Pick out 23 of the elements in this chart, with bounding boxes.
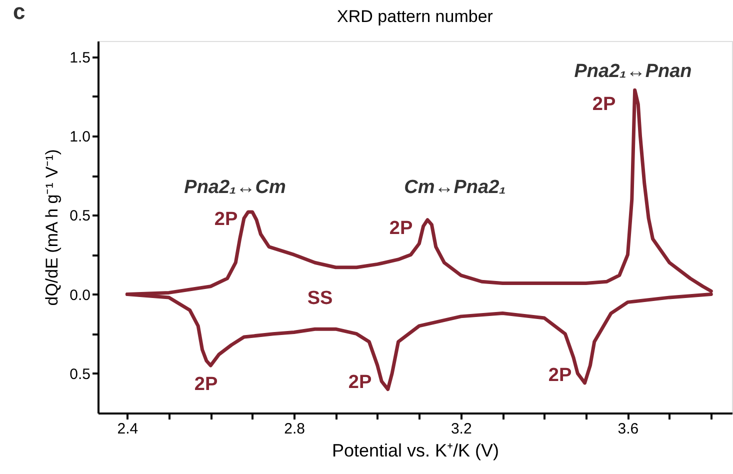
annotation: Pna2₁↔Cm — [184, 177, 286, 198]
x-tick-label: 2.4 — [117, 420, 138, 438]
text: c — [13, 0, 26, 24]
x-tick-label: 3.6 — [618, 420, 639, 438]
annotation: 2P — [194, 374, 218, 395]
x-tick-label: 3.2 — [450, 420, 472, 438]
y-tick-label: 0.5 — [70, 208, 90, 225]
annotation: 2P — [214, 209, 238, 230]
y-axis-title: dQ/dE (mA h g⁻¹ V⁻¹) — [42, 149, 62, 306]
annotation: Pna2₁↔Pnan — [574, 61, 692, 82]
y-tick-label: 0.5 — [70, 366, 90, 383]
y-tick-label: 1.5 — [70, 49, 90, 66]
x-tick-label: 2.8 — [284, 420, 305, 438]
x2-axis-title: XRD pattern number — [337, 7, 494, 26]
annotation: 2P — [389, 218, 413, 239]
x-axis-title: Potential vs. K⁺/K (V) — [332, 440, 500, 460]
y-tick-label: 1.0 — [70, 128, 90, 146]
annotation: SS — [307, 288, 333, 309]
annotation: Cm↔Pna2₁ — [404, 177, 506, 198]
y-tick-label: 0.0 — [70, 286, 90, 304]
annotation: 2P — [348, 372, 372, 393]
annotation: 2P — [592, 94, 616, 115]
annotation: 2P — [548, 365, 572, 386]
